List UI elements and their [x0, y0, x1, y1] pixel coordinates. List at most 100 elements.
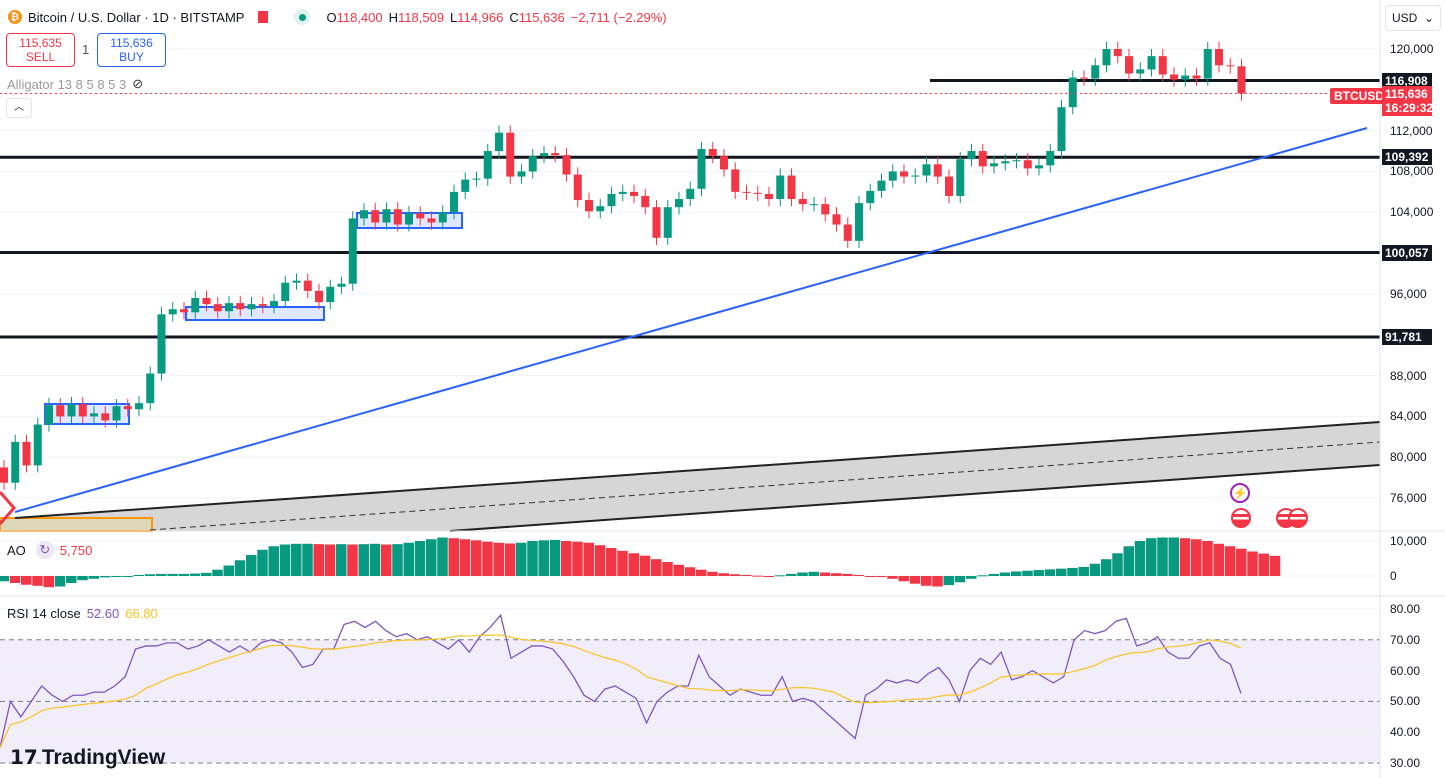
candle-body[interactable]: [1158, 56, 1167, 75]
candle-body[interactable]: [281, 282, 290, 302]
candle-body[interactable]: [517, 171, 526, 177]
candle-body[interactable]: [596, 206, 605, 212]
candle-body[interactable]: [652, 207, 661, 238]
candle-body[interactable]: [337, 283, 346, 287]
currency-select[interactable]: USD ⌄: [1385, 5, 1441, 31]
channel-mid[interactable]: [149, 441, 1381, 531]
candle-body[interactable]: [720, 156, 728, 170]
candle-body[interactable]: [1001, 161, 1010, 164]
candle-body[interactable]: [686, 188, 695, 200]
candle-body[interactable]: [585, 200, 593, 212]
candle-body[interactable]: [450, 191, 458, 213]
candle-body[interactable]: [1023, 160, 1032, 169]
candle-body[interactable]: [135, 403, 143, 410]
candle-body[interactable]: [1068, 77, 1077, 108]
candle-body[interactable]: [1147, 56, 1156, 70]
ao-legend[interactable]: AO ↻ 5,750: [7, 541, 92, 559]
candle-body[interactable]: [56, 405, 65, 417]
candle-body[interactable]: [416, 213, 425, 219]
candle-body[interactable]: [472, 178, 481, 180]
buy-button[interactable]: 115,636 BUY: [97, 33, 166, 67]
tradingview-logo[interactable]: 𝟭𝟳 TradingView: [10, 745, 165, 770]
candle-body[interactable]: [776, 175, 785, 200]
candle-body[interactable]: [213, 304, 222, 312]
candle-body[interactable]: [1113, 49, 1122, 57]
candle-body[interactable]: [11, 441, 20, 483]
candle-body[interactable]: [1046, 151, 1055, 166]
candle-body[interactable]: [1080, 77, 1088, 79]
candle-body[interactable]: [1203, 49, 1212, 79]
candle-body[interactable]: [1192, 75, 1201, 79]
candle-body[interactable]: [270, 301, 278, 307]
candle-body[interactable]: [641, 195, 650, 208]
eye-hidden-icon[interactable]: ⊘: [132, 76, 144, 91]
candle-body[interactable]: [247, 304, 256, 310]
candle-body[interactable]: [1136, 69, 1145, 74]
candle-body[interactable]: [1091, 65, 1100, 79]
candle-body[interactable]: [483, 151, 492, 179]
candle-body[interactable]: [157, 314, 166, 374]
channel-lower[interactable]: [449, 464, 1381, 532]
candle-body[interactable]: [123, 406, 132, 410]
flag-icon[interactable]: [258, 11, 269, 23]
candle-body[interactable]: [67, 404, 76, 417]
candle-body[interactable]: [607, 193, 616, 207]
rsi-legend[interactable]: RSI 14 close 52.60 66.80: [7, 606, 158, 621]
candle-body[interactable]: [1035, 165, 1043, 169]
candle-body[interactable]: [303, 280, 312, 291]
candle-body[interactable]: [1102, 49, 1111, 66]
candle-body[interactable]: [618, 191, 627, 194]
candle-body[interactable]: [45, 405, 53, 425]
candle-body[interactable]: [978, 151, 987, 167]
candle-body[interactable]: [1012, 160, 1021, 162]
candle-body[interactable]: [787, 175, 796, 200]
candle-body[interactable]: [832, 214, 841, 225]
candle-body[interactable]: [168, 309, 177, 315]
candle-body[interactable]: [1237, 66, 1246, 94]
candle-body[interactable]: [236, 303, 245, 310]
alligator-legend[interactable]: Alligator 13 8 5 8 5 3 ⊘: [7, 76, 143, 92]
candle-body[interactable]: [495, 132, 503, 152]
candle-body[interactable]: [855, 203, 863, 241]
candle-body[interactable]: [1181, 75, 1190, 80]
candle-body[interactable]: [326, 286, 335, 303]
candle-body[interactable]: [112, 406, 121, 421]
candle-body[interactable]: [393, 209, 402, 225]
candle-body[interactable]: [191, 298, 200, 313]
candle-body[interactable]: [1057, 107, 1066, 152]
candle-body[interactable]: [315, 290, 323, 303]
candle-body[interactable]: [697, 149, 706, 189]
candle-body[interactable]: [506, 132, 515, 177]
candle-body[interactable]: [78, 404, 87, 417]
candle-body[interactable]: [922, 164, 931, 176]
candle-body[interactable]: [202, 298, 211, 305]
candle-body[interactable]: [461, 179, 470, 192]
candle-body[interactable]: [540, 153, 548, 157]
candle-body[interactable]: [528, 156, 537, 172]
refresh-icon[interactable]: ↻: [35, 541, 54, 559]
candle-body[interactable]: [1170, 74, 1178, 80]
candle-body[interactable]: [371, 210, 380, 223]
channel-upper[interactable]: [14, 421, 1381, 519]
candle-body[interactable]: [33, 424, 42, 466]
candle-body[interactable]: [798, 199, 807, 205]
candle-body[interactable]: [911, 175, 920, 177]
candle-body[interactable]: [663, 207, 672, 238]
candle-body[interactable]: [1215, 49, 1223, 66]
candle-body[interactable]: [0, 467, 8, 483]
candle-body[interactable]: [1226, 65, 1235, 67]
candle-body[interactable]: [866, 190, 875, 204]
candle-body[interactable]: [843, 224, 852, 241]
candle-body[interactable]: [562, 155, 571, 175]
candle-body[interactable]: [427, 218, 436, 223]
candle-body[interactable]: [967, 151, 976, 160]
candle-body[interactable]: [900, 171, 908, 177]
candle-body[interactable]: [180, 309, 188, 313]
collapse-legend-button[interactable]: ︿: [6, 98, 32, 118]
candle-body[interactable]: [821, 204, 830, 215]
candle-body[interactable]: [753, 192, 762, 194]
candle-body[interactable]: [360, 210, 368, 219]
candle-body[interactable]: [708, 149, 717, 157]
candle-body[interactable]: [551, 153, 560, 156]
